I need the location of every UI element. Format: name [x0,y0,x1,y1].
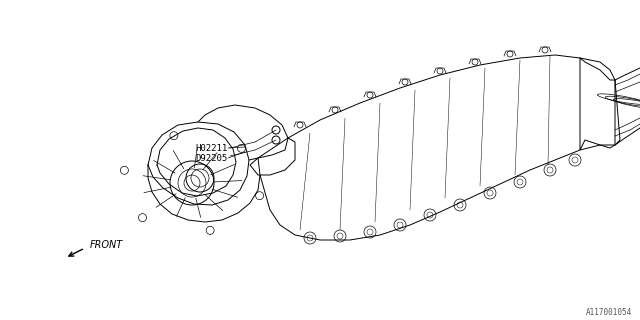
Text: D92205: D92205 [196,154,228,163]
Text: H02211: H02211 [196,143,228,153]
Text: FRONT: FRONT [90,240,124,250]
Text: A117001054: A117001054 [586,308,632,317]
